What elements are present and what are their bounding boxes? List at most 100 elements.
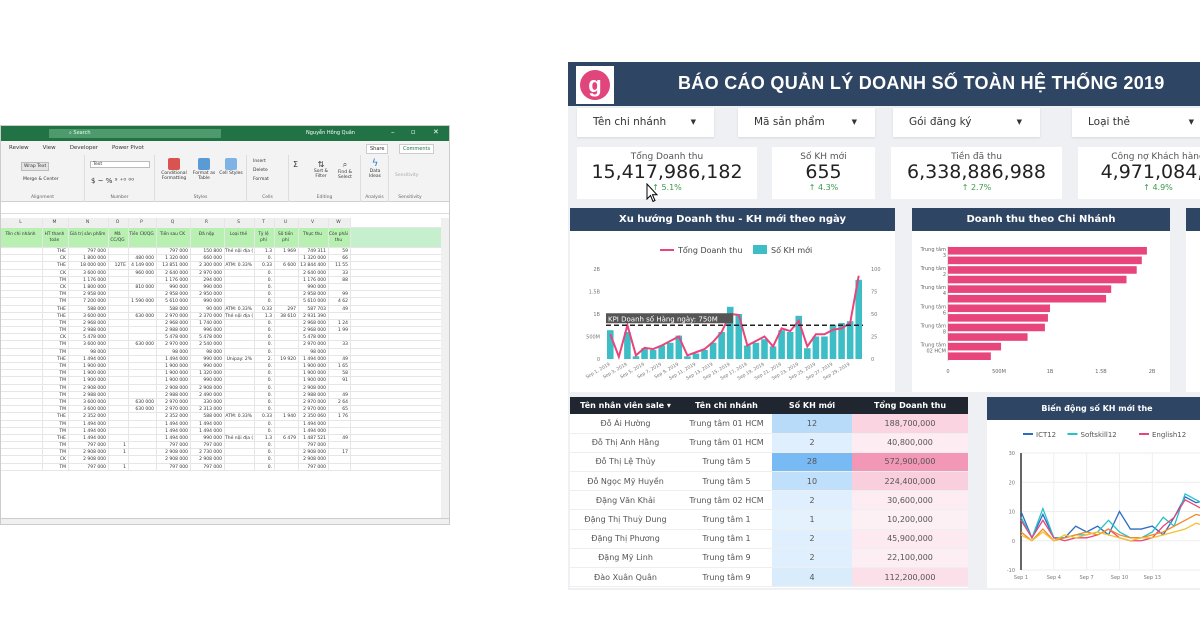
cell[interactable]: 588 000 [157, 305, 191, 312]
cell[interactable]: 0. [255, 283, 275, 291]
cell[interactable] [329, 420, 351, 427]
number-format-select[interactable]: Text [90, 161, 150, 168]
cell[interactable]: 1 76 [329, 413, 351, 420]
cell[interactable]: 1 176 000 [69, 276, 109, 283]
column-header[interactable]: Tỷ lệ phí [255, 228, 275, 247]
cell[interactable] [225, 384, 255, 391]
cell[interactable] [109, 370, 129, 377]
column-header-new-customers[interactable]: Số KH mới [772, 397, 852, 414]
cell[interactable] [129, 391, 157, 398]
cell[interactable]: 150 800 [191, 248, 225, 255]
cell[interactable]: TM [43, 427, 69, 434]
cell[interactable] [225, 327, 255, 334]
column-header[interactable]: P [129, 218, 157, 228]
cell[interactable] [1, 269, 43, 276]
tab-review[interactable]: Review [9, 145, 29, 151]
cell[interactable] [1, 305, 43, 312]
cell[interactable]: 588 000 [191, 413, 225, 420]
cell[interactable]: 2 640 000 [157, 269, 191, 276]
cell[interactable]: 1 494 000 [69, 427, 109, 434]
cell[interactable] [275, 327, 299, 334]
cell[interactable]: 5 610 000 [299, 298, 329, 305]
cell[interactable] [129, 327, 157, 334]
column-header[interactable]: U [275, 218, 299, 228]
cell[interactable] [129, 413, 157, 420]
cell[interactable]: 88 [329, 276, 351, 283]
cell[interactable]: CK [43, 269, 69, 276]
cell[interactable] [1, 312, 43, 319]
excel-search-box[interactable]: ⌕ Search [49, 129, 221, 138]
cell[interactable] [1, 363, 43, 370]
cell[interactable]: 0. [255, 255, 275, 262]
cell[interactable]: TM [43, 327, 69, 334]
cell[interactable]: 1 800 000 [69, 255, 109, 262]
cell[interactable]: 5 478 000 [69, 334, 109, 341]
cell[interactable]: 1 900 000 [299, 363, 329, 370]
cell[interactable]: 3 600 000 [69, 269, 109, 276]
cell[interactable]: 0. [255, 276, 275, 283]
cell[interactable]: 3 600 000 [69, 398, 109, 406]
column-header[interactable]: Mã CC/QG [109, 228, 129, 247]
cell[interactable] [109, 384, 129, 391]
cell[interactable]: 6 479 [275, 434, 299, 442]
cell[interactable] [109, 355, 129, 362]
table-row[interactable]: Đặng Thị Phương Trung tâm 1 2 45,900,000 [570, 529, 968, 549]
cell[interactable]: 2 970 000 [299, 398, 329, 406]
cell[interactable] [1, 291, 43, 298]
cell[interactable]: 990 000 [299, 283, 329, 291]
cell[interactable]: 1 800 000 [69, 283, 109, 291]
cell[interactable]: 19 920 [275, 355, 299, 362]
cell[interactable] [1, 298, 43, 305]
cell[interactable]: 1 900 000 [69, 363, 109, 370]
cell[interactable] [129, 319, 157, 327]
cell[interactable]: 2 970 000 [191, 269, 225, 276]
cell[interactable] [109, 420, 129, 427]
cell[interactable]: 797 000 [69, 248, 109, 255]
cell[interactable] [275, 276, 299, 283]
cell[interactable]: 1.3 [255, 248, 275, 255]
cell[interactable] [109, 398, 129, 406]
cell[interactable]: 4 149 000 [129, 262, 157, 269]
cell[interactable] [1, 255, 43, 262]
cell[interactable]: 2 908 000 [157, 449, 191, 456]
cell[interactable]: 98 000 [299, 348, 329, 355]
cell[interactable]: TM [43, 384, 69, 391]
cell[interactable] [1, 355, 43, 362]
wrap-text-button[interactable]: Wrap Text [21, 162, 50, 171]
sensitivity-button[interactable]: Sensitivity [395, 173, 419, 178]
cell[interactable]: 0. [255, 427, 275, 434]
cell[interactable]: 2 313 000 [191, 406, 225, 413]
cell[interactable]: 58 [329, 370, 351, 377]
cell[interactable] [225, 348, 255, 355]
filter-package[interactable]: Gói đăng ký ▼ [893, 108, 1040, 137]
cell[interactable]: 2 540 000 [191, 341, 225, 348]
cell[interactable]: Thẻ nội địa ( [225, 248, 255, 255]
cell[interactable] [275, 391, 299, 398]
cell[interactable] [329, 456, 351, 463]
cell[interactable]: 98 000 [191, 348, 225, 355]
cell[interactable] [109, 391, 129, 398]
cell[interactable]: 49 [329, 355, 351, 362]
cell[interactable]: 11 55 [329, 262, 351, 269]
cell[interactable]: 0. [255, 449, 275, 456]
cell[interactable]: 2 490 000 [191, 391, 225, 398]
cell[interactable]: 297 [275, 305, 299, 312]
cell[interactable]: 2 968 000 [157, 319, 191, 327]
cell[interactable]: 1 900 000 [69, 370, 109, 377]
cell[interactable]: CK [43, 334, 69, 341]
cell[interactable]: 4 62 [329, 298, 351, 305]
cell[interactable] [275, 449, 299, 456]
cell[interactable]: 59 [329, 248, 351, 255]
cell[interactable]: 2 970 000 [157, 406, 191, 413]
cell[interactable] [225, 341, 255, 348]
tab-developer[interactable]: Developer [69, 145, 98, 151]
column-header[interactable]: Tiền CK/QG [129, 228, 157, 247]
cell[interactable]: 1 900 000 [157, 370, 191, 377]
cell[interactable] [225, 298, 255, 305]
cell[interactable] [109, 312, 129, 319]
column-header[interactable]: Tên chi nhánh [1, 228, 43, 247]
cell[interactable]: 1.3 [255, 434, 275, 442]
cell[interactable] [1, 391, 43, 398]
cell[interactable] [109, 456, 129, 463]
cell[interactable]: 1 487 521 [299, 434, 329, 442]
